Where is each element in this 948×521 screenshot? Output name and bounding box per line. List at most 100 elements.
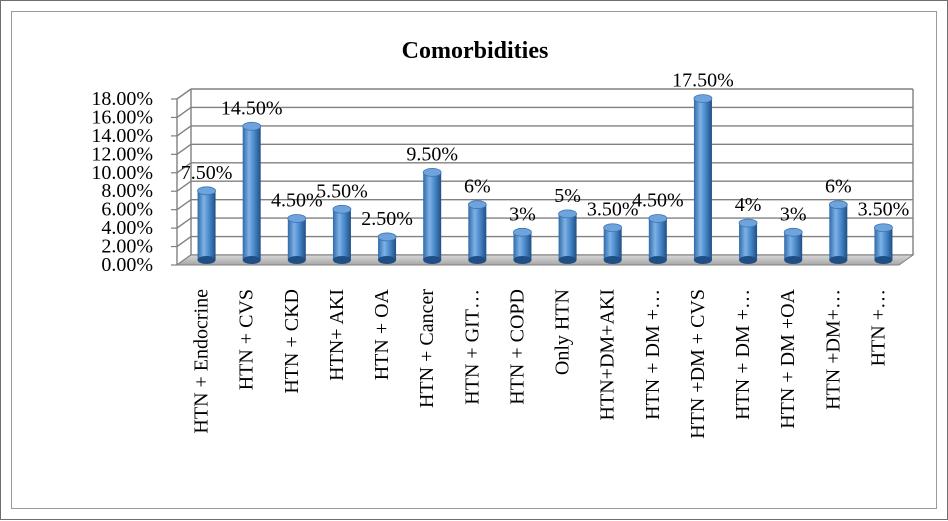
category-label: HTN+DM+AKI [597, 289, 619, 420]
bar-base [874, 256, 893, 264]
gridline-side [176, 235, 192, 248]
bar [332, 204, 352, 264]
y-tick-label: 10.00% [91, 162, 153, 184]
y-tick-label: 6.00% [101, 199, 153, 221]
bar [783, 227, 803, 264]
bar-top [467, 200, 487, 210]
bar [648, 214, 668, 264]
bar-base [603, 256, 622, 264]
bar-body [423, 172, 442, 260]
bar-body [242, 126, 261, 261]
bar-top [422, 167, 442, 177]
data-label: 4.50% [632, 190, 684, 212]
gridline-side [176, 88, 192, 100]
bar-body [332, 209, 351, 260]
bar [558, 209, 577, 264]
data-label: 4% [735, 194, 762, 216]
bar-top [332, 204, 352, 214]
bar-base [332, 256, 351, 264]
category-label: HTN + DM +… [642, 289, 664, 420]
bar-top [874, 223, 893, 233]
bar-top [648, 214, 668, 223]
data-label: 6% [464, 176, 491, 198]
bar-base [287, 256, 306, 264]
gridline-side [176, 162, 192, 174]
bar [513, 227, 532, 264]
gridline-side [176, 180, 192, 192]
bar-body [558, 213, 577, 260]
bar-top [197, 186, 216, 196]
category-label: HTN+ AKI [326, 289, 348, 381]
bar [603, 223, 623, 264]
data-label: 3.50% [587, 199, 639, 221]
bar [287, 214, 307, 264]
category-label: Only HTN [552, 289, 574, 375]
bar [693, 94, 713, 264]
data-label: 3% [780, 203, 807, 225]
bar-body [468, 204, 487, 260]
y-tick-label: 18.00% [91, 88, 153, 110]
gridline-side [176, 106, 192, 119]
y-tick-labels: 0.00%2.00%4.00%6.00%8.00%10.00%12.00%14.… [91, 88, 177, 276]
bar-body [603, 227, 622, 260]
bar [197, 186, 216, 264]
y-tick-label: 4.00% [101, 217, 153, 239]
y-tick-label: 16.00% [91, 106, 153, 128]
bar [874, 223, 893, 264]
category-label: HTN + DM +… [732, 289, 754, 420]
bar-top [242, 121, 262, 131]
bar-base [829, 256, 848, 264]
bar-base [242, 256, 261, 264]
bar-body [513, 232, 532, 260]
bar [738, 218, 758, 264]
bar-top [558, 209, 577, 219]
gridline-side [176, 143, 192, 155]
data-label: 5.50% [316, 180, 368, 202]
axes [175, 89, 915, 266]
data-label: 4.50% [271, 190, 323, 212]
category-labels: HTN + Endocrine HTN + CVS HTN + CKD HTN+ AK… [191, 288, 890, 438]
bar [242, 121, 262, 264]
data-label: 17.50% [672, 70, 734, 92]
bar-body [378, 236, 397, 260]
category-label: HTN +DM+… [822, 289, 844, 410]
bar-top [738, 218, 758, 228]
y-tick-label: 0.00% [101, 254, 153, 276]
category-label: HTN + GIT… [461, 289, 483, 405]
data-label: 7.50% [181, 162, 233, 184]
category-label: HTN + DM +OA [777, 288, 799, 428]
data-labels: 7.50%14.50%4.50%5.50%2.50%9.50%6%3%5%3.5… [181, 70, 910, 230]
bar-base [423, 256, 442, 264]
bar-base [558, 256, 577, 264]
category-label: HTN + OA [371, 288, 393, 380]
bar [828, 200, 848, 264]
bar-top [603, 223, 623, 233]
y-tick-label: 14.00% [91, 125, 153, 147]
data-label: 6% [825, 176, 852, 198]
category-label: HTN + Cancer [416, 289, 438, 408]
bar [377, 232, 397, 264]
bar-base [197, 256, 216, 264]
gridlines [176, 88, 913, 266]
bar-body [197, 190, 216, 260]
data-label: 3% [509, 203, 536, 225]
chart-floor [175, 254, 915, 266]
bar-body [829, 204, 848, 260]
bar-top [828, 200, 848, 210]
bar-base [513, 256, 532, 264]
bar-body [874, 227, 893, 260]
gridline-side [176, 217, 192, 229]
bar-top [513, 227, 532, 237]
category-label: HTN + Endocrine [191, 289, 213, 434]
bar [422, 167, 442, 264]
bar-top [287, 214, 307, 223]
category-label: HTN +… [867, 289, 889, 366]
category-label: HTN +DM + CVS [687, 289, 709, 439]
bar-top [783, 227, 803, 237]
gridline-side [176, 199, 192, 211]
gridline-side [176, 125, 192, 137]
data-label: 3.50% [858, 199, 910, 221]
data-label: 2.50% [361, 208, 413, 230]
